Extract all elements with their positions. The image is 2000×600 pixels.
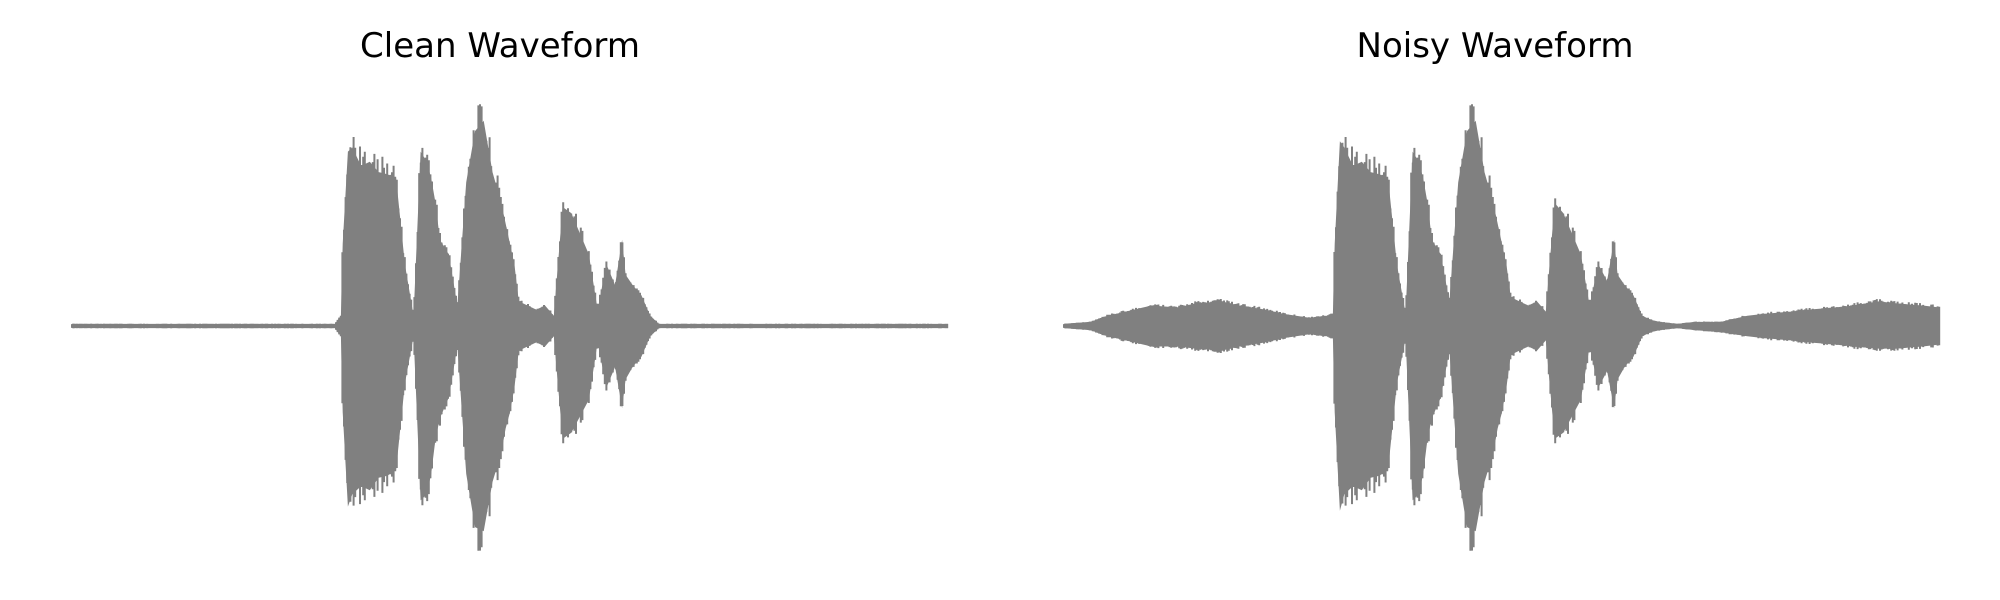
noisy-waveform-chart: Noisy Waveform — [1063, 26, 1941, 551]
noisy-waveform-plot-area — [1063, 104, 1941, 551]
clean-waveform-chart: Clean Waveform — [71, 26, 949, 551]
noisy-waveform-panel: Noisy Waveform — [1000, 0, 2000, 600]
clean-waveform-envelope — [72, 120, 948, 532]
noisy-waveform-envelope — [1064, 120, 1940, 532]
clean-waveform-title: Clean Waveform — [360, 26, 640, 66]
clean-waveform-plot-area — [71, 104, 949, 551]
noisy-waveform-title: Noisy Waveform — [1357, 26, 1634, 66]
clean-waveform-panel: Clean Waveform — [71, 26, 949, 551]
